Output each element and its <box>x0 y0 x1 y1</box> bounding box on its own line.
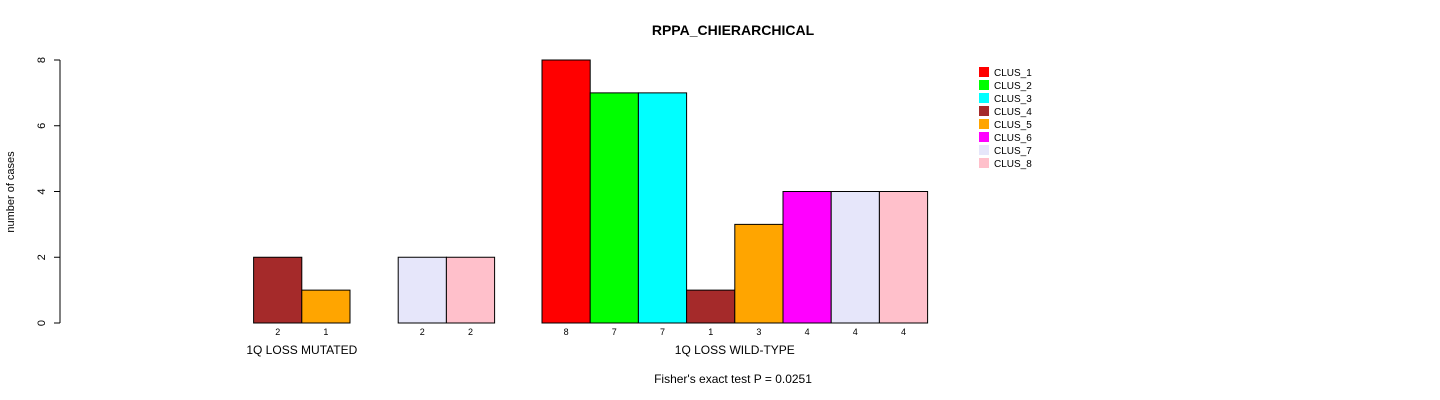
legend-label: CLUS_6 <box>994 133 1032 144</box>
bar-clus-4 <box>686 289 736 324</box>
legend-swatch <box>979 67 989 77</box>
legend-swatch <box>979 80 989 90</box>
legend-label: CLUS_8 <box>994 159 1032 170</box>
fisher-test-footnote: Fisher's exact test P = 0.0251 <box>654 372 812 386</box>
count-label: 7 <box>612 327 617 337</box>
bar-clus-7 <box>830 191 880 324</box>
count-label: 4 <box>805 327 810 337</box>
y-axis: 0 2 4 6 8 <box>36 57 61 326</box>
bar-clus-2 <box>589 92 639 324</box>
bar-clus-5 <box>734 223 784 324</box>
count-label: 7 <box>660 327 665 337</box>
y-tick-label: 4 <box>36 188 48 194</box>
bar-clus-1 <box>541 59 591 324</box>
legend-label: CLUS_7 <box>994 146 1032 157</box>
count-label: 2 <box>420 327 425 337</box>
legend-label: CLUS_3 <box>994 94 1032 105</box>
legend-swatch <box>979 106 989 116</box>
y-tick-label: 0 <box>36 320 48 326</box>
count-label: 1 <box>323 327 328 337</box>
count-label: 3 <box>756 327 761 337</box>
legend-swatch <box>979 119 989 129</box>
y-axis-label: number of cases <box>5 151 17 233</box>
y-tick-label: 8 <box>36 57 48 63</box>
bar-clus-8 <box>445 256 496 324</box>
count-label: 4 <box>853 327 858 337</box>
y-tick-label: 2 <box>36 254 48 260</box>
chart-title: RPPA_CHIERARCHICAL <box>652 22 815 38</box>
bar-clus-8 <box>878 191 929 324</box>
legend-swatch <box>979 93 989 103</box>
bars <box>253 59 929 324</box>
bar-clus-7 <box>397 256 447 324</box>
group-label: 1Q LOSS MUTATED <box>246 343 357 357</box>
legend-label: CLUS_2 <box>994 81 1032 92</box>
count-label: 2 <box>468 327 473 337</box>
legend: CLUS_1 CLUS_2 CLUS_3 CLUS_4 CLUS_5 CLUS_6 CLUS… <box>979 67 1032 170</box>
group-labels: 1Q LOSS MUTATED 1Q LOSS WILD-TYPE <box>246 343 794 357</box>
count-labels: 2 1 2 2 8 7 7 1 3 4 4 4 <box>275 327 906 337</box>
legend-label: CLUS_4 <box>994 107 1032 118</box>
legend-label: CLUS_1 <box>994 68 1032 79</box>
y-tick-label: 6 <box>36 123 48 129</box>
bar-clus-4 <box>253 256 303 324</box>
bar-clus-3 <box>637 92 688 324</box>
count-label: 4 <box>901 327 906 337</box>
count-label: 8 <box>564 327 569 337</box>
bar-clus-6 <box>782 191 832 324</box>
count-label: 1 <box>708 327 713 337</box>
legend-label: CLUS_5 <box>994 120 1032 131</box>
group-label: 1Q LOSS WILD-TYPE <box>675 343 795 357</box>
legend-swatch <box>979 145 989 155</box>
legend-swatch <box>979 158 989 168</box>
count-label: 2 <box>275 327 280 337</box>
legend-swatch <box>979 132 989 142</box>
bar-clus-5 <box>301 289 351 324</box>
